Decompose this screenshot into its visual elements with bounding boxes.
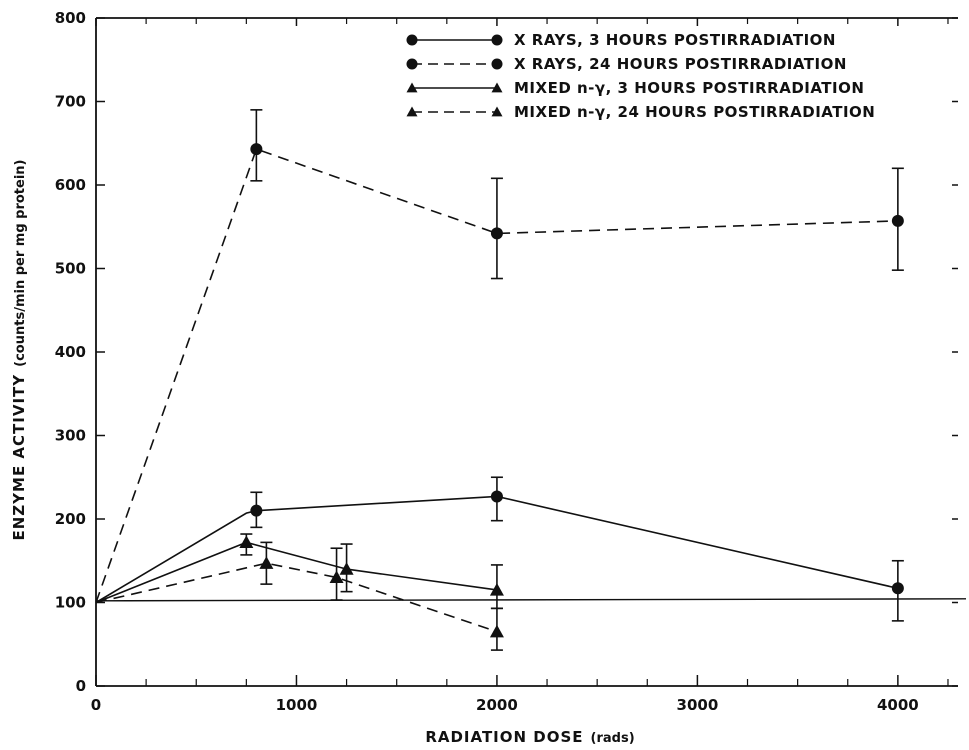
legend-marker-left-4: [406, 106, 418, 117]
x-tick-label-0: 0: [91, 696, 101, 714]
series-2-point-3: [891, 214, 904, 227]
x-tick-label-3000: 3000: [677, 696, 719, 714]
legend-entry-4: MIXED n-γ, 24 HOURS POSTIRRADIATION: [406, 103, 875, 121]
series-3-line: [95, 541, 498, 604]
x-tick-label-1000: 1000: [276, 696, 318, 714]
x-axis-label: RADIATION DOSE: [425, 728, 583, 746]
y-tick-label-200: 200: [55, 510, 86, 528]
legend-label-2: X RAYS, 24 HOURS POSTIRRADIATION: [514, 55, 847, 73]
legend: X RAYS, 3 HOURS POSTIRRADIATION X RAYS, 2…: [406, 31, 875, 121]
y-tick-label-400: 400: [55, 343, 86, 361]
legend-label-4: MIXED n-γ, 24 HOURS POSTIRRADIATION: [514, 103, 875, 121]
series-2: [95, 109, 904, 603]
series-1: [95, 476, 904, 622]
y-tick-label-500: 500: [55, 260, 86, 278]
y-tick-label-700: 700: [55, 93, 86, 111]
legend-label-1: X RAYS, 3 HOURS POSTIRRADIATION: [514, 31, 836, 49]
legend-marker-right-4: [491, 106, 503, 117]
series-4-line: [95, 562, 498, 633]
series-2-point-1: [250, 143, 263, 156]
series-1-point-3: [891, 582, 904, 595]
series-2-line: [95, 148, 898, 603]
tick-labels: 0 100 200 300 400 500 600 700 800 0 1000 2000 3000 40…: [55, 9, 919, 714]
x-tick-label-2000: 2000: [476, 696, 518, 714]
series-3: [95, 533, 504, 610]
series-4-point-1: [259, 556, 274, 569]
y-tick-label-800: 800: [55, 9, 86, 27]
legend-entry-3: MIXED n-γ, 3 HOURS POSTIRRADIATION: [406, 79, 864, 97]
y-tick-label-300: 300: [55, 427, 86, 445]
legend-marker-right-3: [491, 82, 503, 93]
legend-entry-2: X RAYS, 24 HOURS POSTIRRADIATION: [406, 55, 847, 73]
y-tick-label-100: 100: [55, 594, 86, 612]
series-1-point-2: [490, 490, 503, 503]
series-4: [95, 541, 504, 651]
x-tick-label-4000: 4000: [877, 696, 919, 714]
y-axis-label: ENZYME ACTIVITY: [10, 374, 28, 541]
series-3-point-2: [339, 562, 354, 575]
series-2-point-2: [490, 227, 503, 240]
y-tick-label-600: 600: [55, 176, 86, 194]
legend-entry-1: X RAYS, 3 HOURS POSTIRRADIATION: [406, 31, 836, 49]
y-axis-unit: (counts/min per mg protein): [13, 160, 28, 367]
series-1-point-1: [250, 504, 263, 517]
series-4-point-2: [329, 570, 344, 584]
legend-label-3: MIXED n-γ, 3 HOURS POSTIRRADIATION: [514, 79, 864, 97]
baseline-group: [95, 598, 967, 602]
y-axis-title: ENZYME ACTIVITY (counts/min per mg protei…: [10, 160, 28, 541]
series-3-point-1: [239, 535, 254, 548]
series-3-point-3: [489, 582, 504, 596]
legend-marker-left-1: [406, 34, 418, 46]
legend-marker-right-1: [491, 34, 503, 46]
x-axis-title: RADIATION DOSE (rads): [425, 728, 634, 746]
baseline-line: [95, 598, 967, 602]
series-4-point-3: [489, 624, 504, 638]
legend-marker-left-3: [406, 82, 418, 93]
legend-marker-right-2: [491, 58, 503, 70]
series-group: [95, 109, 904, 651]
y-tick-label-0: 0: [76, 677, 86, 695]
x-axis-unit: (rads): [591, 731, 635, 746]
legend-marker-left-2: [406, 58, 418, 70]
